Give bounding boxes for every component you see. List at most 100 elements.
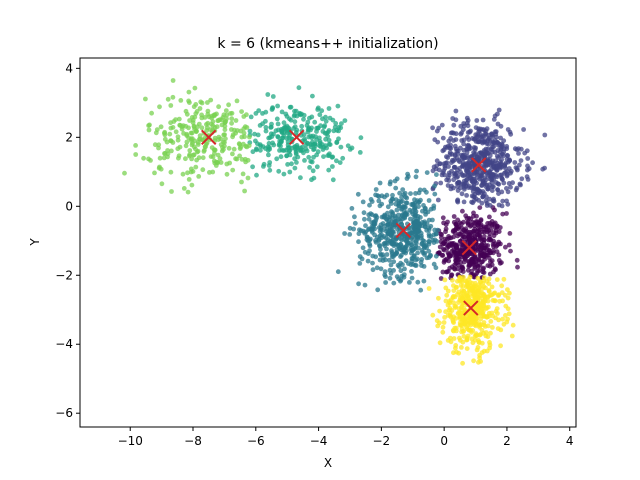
data-point <box>180 171 186 177</box>
data-point <box>292 119 298 125</box>
data-point <box>495 311 500 316</box>
data-point <box>508 184 513 190</box>
data-point <box>203 144 208 150</box>
data-point <box>404 200 410 206</box>
data-point <box>476 282 482 288</box>
data-point <box>460 339 466 345</box>
data-point <box>306 154 312 160</box>
data-point <box>371 224 376 229</box>
data-point <box>246 143 252 149</box>
data-point <box>426 248 432 254</box>
data-point <box>190 120 196 126</box>
data-point <box>270 94 276 99</box>
data-point <box>510 322 516 328</box>
data-point <box>377 257 383 263</box>
data-point <box>441 220 446 226</box>
data-point <box>391 259 397 265</box>
data-point <box>245 175 251 181</box>
data-point <box>270 106 275 111</box>
data-point <box>215 160 221 166</box>
data-point <box>464 193 469 198</box>
data-point <box>458 283 464 288</box>
data-point <box>485 298 491 304</box>
data-point <box>524 148 530 154</box>
data-point <box>481 237 487 243</box>
data-point <box>512 160 518 165</box>
data-point <box>463 226 469 232</box>
data-point <box>385 204 391 210</box>
data-point <box>308 127 313 133</box>
data-point <box>388 179 393 185</box>
data-point <box>321 154 326 160</box>
centroid-marker-5 <box>201 129 217 146</box>
data-point <box>189 156 195 162</box>
data-point <box>208 97 214 103</box>
data-point <box>400 262 405 267</box>
data-point <box>450 157 455 163</box>
data-point <box>475 275 481 281</box>
data-point <box>444 292 450 298</box>
data-point <box>470 189 476 194</box>
data-point <box>466 215 472 221</box>
data-point <box>481 127 487 133</box>
data-point <box>291 113 297 119</box>
data-point <box>464 146 470 152</box>
data-point <box>459 345 464 350</box>
data-point <box>448 130 454 136</box>
data-point <box>224 116 229 122</box>
data-point <box>440 215 446 221</box>
data-point <box>315 107 321 112</box>
data-point <box>514 185 520 191</box>
data-point <box>218 142 224 148</box>
data-point <box>468 260 473 266</box>
data-point <box>487 153 493 159</box>
data-point <box>360 199 366 205</box>
data-point <box>455 292 460 297</box>
data-point <box>400 204 406 210</box>
data-point <box>322 130 328 136</box>
data-point <box>170 140 176 145</box>
data-point <box>451 122 457 128</box>
data-point <box>193 102 199 107</box>
data-point <box>392 252 398 258</box>
data-point <box>414 168 419 174</box>
data-point <box>489 310 495 316</box>
data-point <box>292 165 298 171</box>
data-point <box>362 230 367 236</box>
data-point <box>168 103 174 108</box>
data-point <box>157 155 163 161</box>
data-point <box>337 160 343 166</box>
data-point <box>239 109 245 114</box>
data-point <box>422 252 427 257</box>
data-point <box>317 135 322 141</box>
data-point <box>455 217 461 223</box>
data-point <box>205 120 211 126</box>
data-point <box>453 345 458 351</box>
data-point <box>173 129 179 135</box>
data-point <box>168 125 174 131</box>
data-point <box>405 171 410 177</box>
data-point <box>410 202 416 208</box>
data-point <box>231 146 237 152</box>
data-point <box>465 130 471 135</box>
data-point <box>421 264 427 269</box>
centroid-stroke <box>463 300 479 316</box>
data-point <box>505 316 510 322</box>
data-point <box>211 147 217 153</box>
data-point <box>390 237 396 243</box>
data-point <box>317 112 323 118</box>
data-point <box>188 138 194 143</box>
data-point <box>485 186 491 192</box>
data-point <box>455 184 460 190</box>
data-point <box>496 191 501 197</box>
data-point <box>473 333 479 338</box>
data-point <box>432 191 438 197</box>
data-point <box>472 266 478 271</box>
y-axis-label: Y <box>28 238 42 247</box>
data-point <box>191 152 197 158</box>
data-point <box>506 311 512 317</box>
data-point <box>479 242 485 248</box>
data-point <box>508 248 513 254</box>
data-point <box>170 94 176 100</box>
data-point <box>472 234 478 240</box>
